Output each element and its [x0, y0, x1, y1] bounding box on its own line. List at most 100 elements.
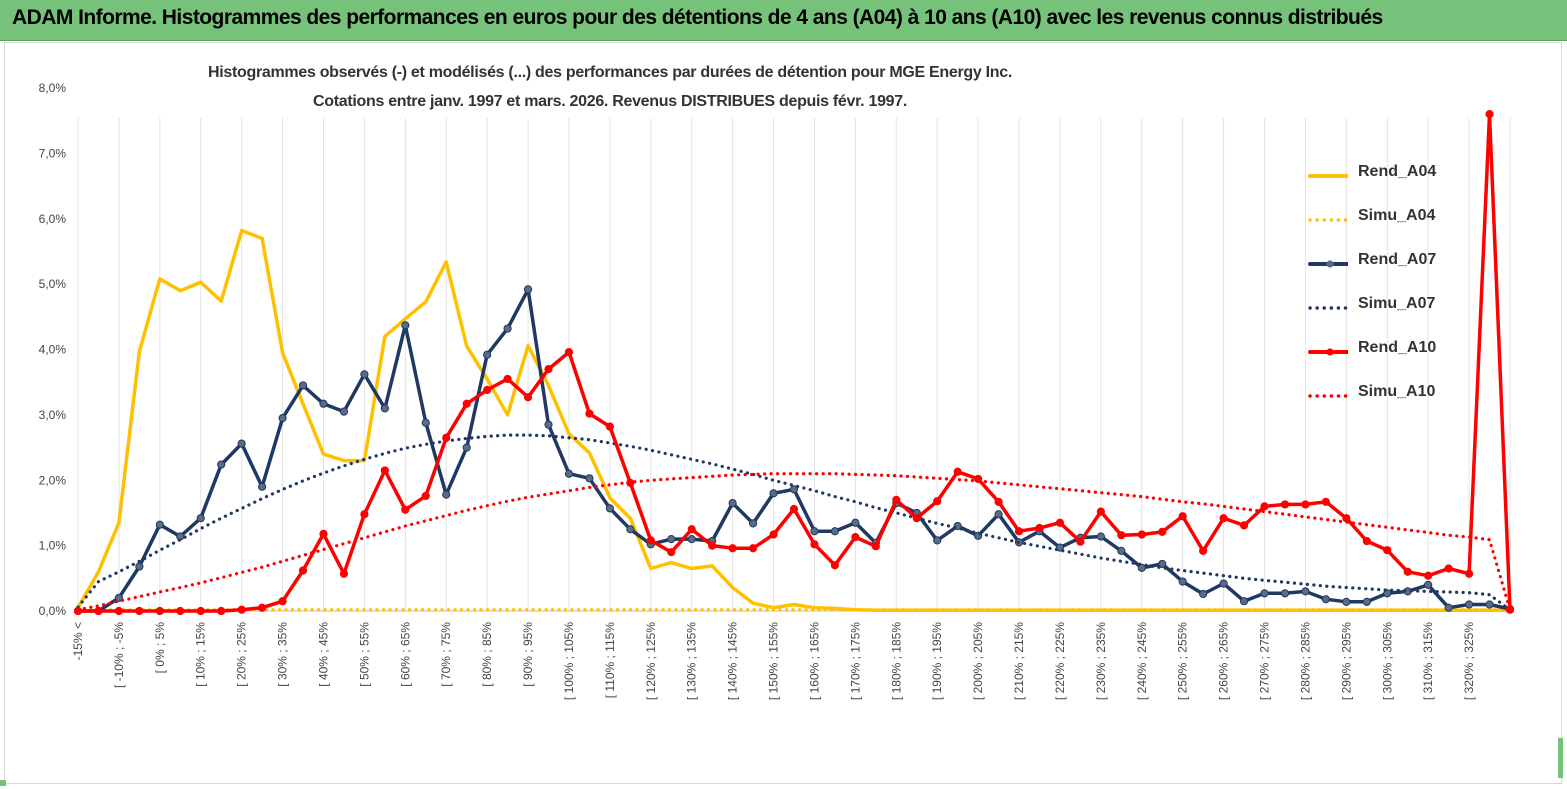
x-tick-label: [ 20% ; 25% [235, 622, 249, 687]
data-point-rend-a07 [483, 350, 492, 359]
data-point-rend-a10 [114, 606, 124, 616]
x-tick-label: [ 310% ; 315% [1421, 622, 1435, 700]
data-point-rend-a07 [442, 490, 451, 499]
legend-swatch [1308, 260, 1348, 268]
x-tick-label: [ 210% ; 215% [1012, 622, 1026, 700]
data-point-rend-a10 [298, 566, 308, 575]
data-point-rend-a10 [1362, 536, 1371, 546]
data-point-rend-a10 [1219, 514, 1228, 523]
data-point-rend-a07 [667, 534, 676, 544]
y-tick-label: 2,0% [39, 473, 67, 487]
x-tick-label: [ 240% ; 245% [1135, 622, 1149, 700]
data-point-rend-a10 [1137, 530, 1146, 539]
data-point-rend-a10 [503, 374, 512, 384]
data-point-rend-a07 [1280, 589, 1290, 598]
x-tick-label: [ 60% ; 65% [398, 622, 412, 687]
x-tick-label: [ 70% ; 75% [439, 622, 453, 687]
data-point-rend-a10 [1055, 518, 1065, 527]
data-point-rend-a10 [339, 569, 349, 578]
x-tick-label: [ 120% ; 125% [644, 622, 658, 700]
x-tick-label: [ 90% ; 95% [521, 622, 535, 687]
data-point-rend-a10 [1301, 500, 1310, 509]
x-tick-label: [ 160% ; 165% [807, 622, 821, 700]
x-tick-label: [ 140% ; 145% [726, 622, 740, 700]
data-point-rend-a07 [1137, 563, 1146, 572]
data-point-rend-a10 [1424, 571, 1433, 580]
x-tick-label: [ 200% ; 205% [971, 622, 985, 700]
data-point-rend-a07 [1321, 595, 1330, 604]
data-point-rend-a10 [933, 497, 942, 506]
data-point-rend-a07 [1117, 546, 1126, 555]
data-point-rend-a10 [585, 409, 594, 418]
legend-swatch [1308, 394, 1348, 398]
legend-label: Rend_A07 [1358, 251, 1437, 268]
data-point-rend-a10 [442, 433, 451, 442]
data-point-rend-a10 [237, 605, 246, 614]
data-point-rend-a10 [1035, 523, 1044, 533]
data-point-rend-a07 [728, 499, 737, 508]
x-tick-label: [ 290% ; 295% [1339, 622, 1353, 700]
data-point-rend-a10 [1158, 527, 1167, 536]
legend-label: Simu_A07 [1358, 295, 1436, 312]
data-point-rend-a10 [851, 533, 860, 542]
data-point-rend-a07 [748, 519, 758, 528]
data-point-rend-a10 [871, 542, 880, 551]
x-tick-label: [ 320% ; 325% [1462, 622, 1476, 700]
report-banner: ADAM Informe. Histogrammes des performan… [0, 0, 1567, 41]
series-line-rend-a10 [76, 112, 1512, 613]
x-tick-label: [ 50% ; 55% [357, 622, 371, 687]
data-point-rend-a10 [217, 606, 226, 616]
legend-label: Simu_A10 [1358, 383, 1436, 400]
data-point-rend-a07 [503, 324, 512, 333]
data-point-rend-a10 [810, 540, 819, 549]
x-tick-label: [ 230% ; 235% [1094, 622, 1108, 700]
data-point-rend-a07 [1260, 589, 1269, 598]
legend-label: Rend_A10 [1358, 339, 1437, 356]
y-tick-label: 1,0% [39, 539, 67, 553]
y-tick-label: 4,0% [39, 343, 67, 357]
legend-item: Rend_A10 [1300, 336, 1490, 380]
data-point-rend-a10 [728, 544, 737, 553]
y-tick-label: 6,0% [39, 212, 67, 226]
data-point-rend-a10 [278, 597, 287, 606]
data-point-rend-a07 [544, 420, 553, 429]
data-point-rend-a10 [667, 548, 676, 557]
data-point-rend-a10 [789, 504, 799, 514]
data-point-rend-a07 [278, 414, 287, 423]
x-tick-label: [ 250% ; 255% [1176, 622, 1190, 700]
data-point-rend-a07 [1444, 603, 1453, 612]
data-point-rend-a07 [114, 593, 124, 603]
series-line-simu-a10 [76, 472, 1512, 612]
data-point-rend-a07 [626, 525, 635, 534]
data-point-rend-a10 [1260, 502, 1269, 511]
legend-item: Simu_A10 [1300, 380, 1490, 424]
x-tick-label: [ 0% ; 5% [153, 622, 167, 674]
series-line-rend-a07 [76, 287, 1512, 613]
report-title: ADAM Informe. Histogrammes des performan… [12, 6, 1383, 29]
data-point-rend-a07 [1219, 579, 1228, 588]
x-tick-label: [ 100% ; 105% [562, 622, 576, 700]
data-point-rend-a10 [523, 393, 533, 402]
x-tick-label: [ 260% ; 265% [1217, 622, 1231, 700]
data-point-rend-a07 [298, 381, 308, 390]
data-point-rend-a07 [217, 460, 226, 469]
data-point-rend-a07 [380, 404, 389, 413]
data-point-rend-a07 [1362, 597, 1371, 606]
y-tick-label: 8,0% [39, 81, 67, 95]
data-point-rend-a07 [1055, 543, 1065, 552]
legend-swatch [1308, 348, 1348, 356]
x-tick-label: [ 30% ; 35% [276, 622, 290, 687]
data-point-rend-a07 [237, 439, 246, 448]
data-point-rend-a10 [646, 536, 655, 545]
data-point-rend-a10 [953, 467, 962, 476]
data-point-rend-a07 [421, 418, 430, 427]
data-point-rend-a10 [1383, 546, 1392, 555]
data-point-rend-a07 [135, 562, 144, 571]
data-point-rend-a07 [564, 469, 574, 478]
legend-label: Rend_A04 [1358, 163, 1437, 180]
data-point-rend-a10 [892, 495, 901, 504]
data-point-rend-a10 [544, 365, 553, 374]
data-point-rend-a07 [769, 489, 778, 498]
legend-item: Simu_A04 [1300, 204, 1490, 248]
data-point-rend-a10 [769, 530, 778, 539]
